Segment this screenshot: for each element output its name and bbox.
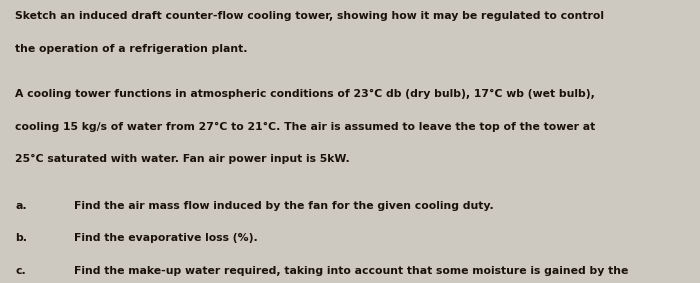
Text: cooling 15 kg/s of water from 27°C to 21°C. The air is assumed to leave the top : cooling 15 kg/s of water from 27°C to 21… <box>15 122 596 132</box>
Text: Find the air mass flow induced by the fan for the given cooling duty.: Find the air mass flow induced by the fa… <box>74 201 494 211</box>
Text: A cooling tower functions in atmospheric conditions of 23°C db (dry bulb), 17°C : A cooling tower functions in atmospheric… <box>15 89 595 99</box>
Text: 25°C saturated with water. Fan air power input is 5kW.: 25°C saturated with water. Fan air power… <box>15 154 350 164</box>
Text: Find the evaporative loss (%).: Find the evaporative loss (%). <box>74 233 258 243</box>
Text: Sketch an induced draft counter-flow cooling tower, showing how it may be regula: Sketch an induced draft counter-flow coo… <box>15 11 604 21</box>
Text: c.: c. <box>15 266 26 276</box>
Text: Find the make-up water required, taking into account that some moisture is gaine: Find the make-up water required, taking … <box>74 266 628 276</box>
Text: b.: b. <box>15 233 27 243</box>
Text: the operation of a refrigeration plant.: the operation of a refrigeration plant. <box>15 44 248 54</box>
Text: a.: a. <box>15 201 27 211</box>
